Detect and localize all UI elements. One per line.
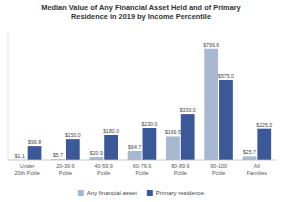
legend-label: Primary residence xyxy=(156,190,205,196)
data-label: $330.0 xyxy=(180,107,196,113)
data-label: $99.8 xyxy=(28,139,41,145)
x-tick-label-line: Families xyxy=(247,170,267,176)
bars xyxy=(13,49,271,160)
legend-swatch xyxy=(78,190,84,196)
bar xyxy=(128,151,142,160)
title-line: Residence in 2019 by Income Percentile xyxy=(71,12,211,21)
bar xyxy=(143,128,157,160)
bar xyxy=(66,139,80,160)
bar xyxy=(181,114,195,160)
x-tick-label-line: All xyxy=(254,163,260,169)
data-label: $20.9 xyxy=(90,150,103,156)
bar xyxy=(28,146,42,160)
data-label: $180.0 xyxy=(103,128,119,134)
data-label: $230.0 xyxy=(141,121,157,127)
bar xyxy=(104,135,118,160)
x-tick-label-line: Pctile xyxy=(174,170,187,176)
x-tick-label-line: 40-59.9 xyxy=(95,163,113,169)
title-line: Median Value of Any Financial Asset Held… xyxy=(41,3,241,12)
x-tick-label: 90-100Pctile xyxy=(210,163,227,176)
data-label: $25.7 xyxy=(243,149,256,155)
data-label: $64.7 xyxy=(128,144,141,150)
x-tick-label-line: 60-79.9 xyxy=(133,163,151,169)
data-label: $5.7 xyxy=(53,152,63,158)
x-tick-label-line: 20-39.9 xyxy=(56,163,74,169)
data-label: $169.5 xyxy=(165,129,181,135)
data-label: $1.1 xyxy=(15,153,25,159)
x-tick-label: 20-39.9Pctile xyxy=(56,163,74,176)
x-tick-label: 80-89.9Pctile xyxy=(171,163,189,176)
data-label: $150.0 xyxy=(65,132,81,138)
legend-swatch xyxy=(147,190,153,196)
x-tick-label-line: Under xyxy=(20,163,35,169)
bar xyxy=(89,157,103,160)
bar xyxy=(257,129,271,160)
bar xyxy=(243,156,257,160)
legend: Any financial asset Primary residence xyxy=(78,190,205,196)
title: Median Value of Any Financial Asset Held… xyxy=(41,3,241,21)
data-label: $225.0 xyxy=(256,122,272,128)
y-axis-line xyxy=(8,32,9,160)
x-tick-label-line: 80-89.9 xyxy=(171,163,189,169)
legend-label: Any financial asset xyxy=(87,190,137,196)
bar xyxy=(204,49,218,160)
x-tick-label-line: Pctile xyxy=(135,170,148,176)
data-label: $799.6 xyxy=(203,42,219,48)
x-tick-label: 40-59.9Pctile xyxy=(95,163,113,176)
x-tick-label: AllFamilies xyxy=(247,163,267,176)
x-tick-label: 60-79.9Pctile xyxy=(133,163,151,176)
chart-container: Median Value of Any Financial Asset Held… xyxy=(0,0,282,202)
x-axis-line xyxy=(8,160,276,161)
bar xyxy=(219,80,233,160)
x-tick-label-line: Pctile xyxy=(97,170,110,176)
x-tick-label-line: 20th Pctile xyxy=(15,170,40,176)
x-tick-label: Under20th Pctile xyxy=(15,163,40,176)
chart: Median Value of Any Financial Asset Held… xyxy=(0,0,282,202)
bar xyxy=(166,136,180,160)
x-tick-label-line: Pctile xyxy=(212,170,225,176)
data-label: $575.0 xyxy=(218,73,234,79)
x-tick-label-line: Pctile xyxy=(59,170,72,176)
x-tick-label-line: 90-100 xyxy=(210,163,227,169)
